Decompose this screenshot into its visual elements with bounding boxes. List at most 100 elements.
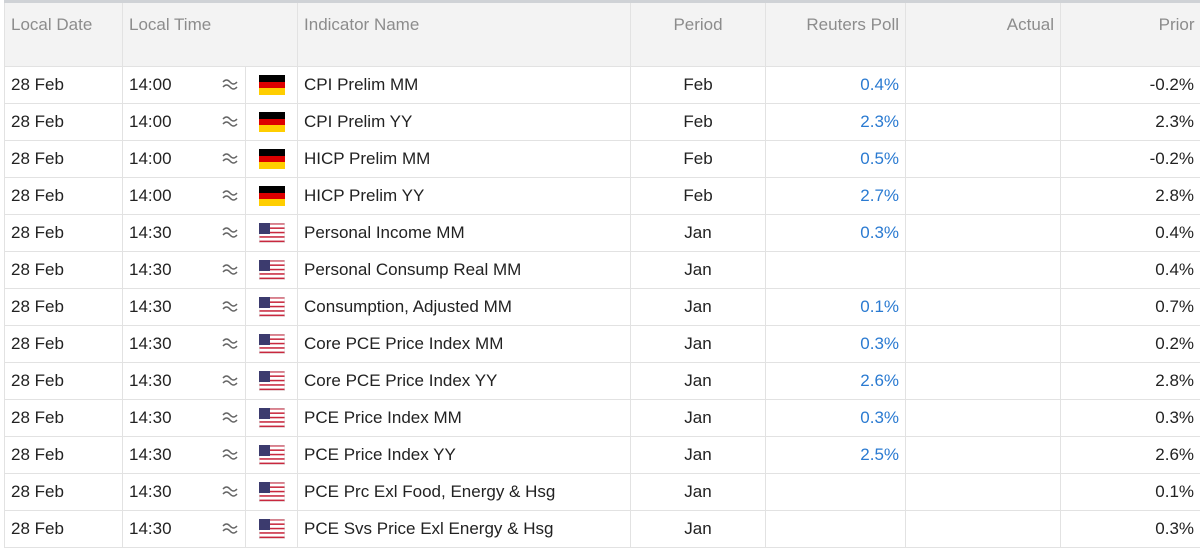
approx-icon (222, 190, 238, 201)
table-row[interactable]: 28 Feb 14:30 PCE Price Index YY Jan 2.5% 2.6% (4, 436, 1200, 474)
table-row[interactable]: 28 Feb 14:30 Core PCE Price Index YY Jan 2.6… (4, 362, 1200, 400)
date-cell: 28 Feb (4, 436, 123, 474)
table-row[interactable]: 28 Feb 14:30 Core PCE Price Index MM Jan 0.3… (4, 325, 1200, 363)
date-cell: 28 Feb (4, 399, 123, 437)
approx-icon (222, 227, 238, 238)
table-row[interactable]: 28 Feb 14:30 PCE Svs Price Exl Energy & Hs… (4, 510, 1200, 548)
time-text: 14:00 (129, 75, 172, 94)
flag-us (258, 445, 285, 465)
period-cell: Jan (630, 325, 767, 363)
period-cell: Jan (630, 288, 767, 326)
time-text: 14:00 (129, 149, 172, 168)
indicator-cell: HICP Prelim YY (297, 177, 632, 215)
flag-cell (244, 214, 299, 252)
table-row[interactable]: 28 Feb 14:00 CPI Prelim YY Feb 2.3% 2.3% (4, 103, 1200, 141)
flag-cell (244, 251, 299, 289)
approx-icon (222, 116, 238, 127)
time-text: 14:30 (129, 482, 172, 501)
poll-cell: 2.6% (765, 362, 907, 400)
indicator-cell: PCE Price Index MM (297, 399, 632, 437)
actual-cell (905, 214, 1062, 252)
prior-cell: -0.2% (1060, 66, 1200, 104)
actual-cell (905, 177, 1062, 215)
approx-icon (222, 523, 238, 534)
date-cell: 28 Feb (4, 288, 123, 326)
poll-cell: 0.3% (765, 399, 907, 437)
table-row[interactable]: 28 Feb 14:00 HICP Prelim MM Feb 0.5% -0.2% (4, 140, 1200, 178)
poll-cell (765, 510, 907, 548)
header-cell[interactable]: Local Time (121, 0, 298, 67)
time-cell: 14:30 (122, 251, 246, 289)
header-cell[interactable]: Indicator Name (297, 0, 631, 67)
period-cell: Jan (630, 473, 767, 511)
flag-cell (244, 436, 299, 474)
date-cell: 28 Feb (4, 66, 123, 104)
table-row[interactable]: 28 Feb 14:30 Personal Consump Real MM Jan 0.… (4, 251, 1200, 289)
date-cell: 28 Feb (4, 214, 123, 252)
poll-cell: 2.7% (765, 177, 907, 215)
indicator-cell: Personal Consump Real MM (297, 251, 632, 289)
time-cell: 14:00 (122, 103, 246, 141)
header-cell[interactable]: Period (630, 0, 766, 67)
header-cell[interactable]: Prior (1060, 0, 1200, 67)
flag-cell (244, 362, 299, 400)
flag-cell (244, 510, 299, 548)
poll-cell: 0.4% (765, 66, 907, 104)
flag-us (258, 223, 285, 243)
date-cell: 28 Feb (4, 140, 123, 178)
flag-cell (244, 325, 299, 363)
indicator-cell: Core PCE Price Index YY (297, 362, 632, 400)
table-row[interactable]: 28 Feb 14:30 PCE Price Index MM Jan 0.3% 0.3% (4, 399, 1200, 437)
actual-cell (905, 288, 1062, 326)
period-cell: Jan (630, 436, 767, 474)
flag-cell (244, 66, 299, 104)
prior-cell: 0.4% (1060, 251, 1200, 289)
header-cell[interactable]: Local Date (4, 0, 123, 67)
time-text: 14:30 (129, 223, 172, 242)
prior-cell: 0.4% (1060, 214, 1200, 252)
approx-icon (222, 301, 238, 312)
approx-icon (222, 486, 238, 497)
approx-icon (222, 153, 238, 164)
poll-cell (765, 251, 907, 289)
approx-icon (222, 375, 238, 386)
table-row[interactable]: 28 Feb 14:30 Consumption, Adjusted MM Jan 0.… (4, 288, 1200, 326)
actual-cell (905, 325, 1062, 363)
flag-cell (244, 103, 299, 141)
actual-cell (905, 510, 1062, 548)
time-cell: 14:30 (122, 436, 246, 474)
table-row[interactable]: 28 Feb 14:30 PCE Prc Exl Food, Energy & Hs… (4, 473, 1200, 511)
prior-cell: 0.3% (1060, 510, 1200, 548)
poll-cell (765, 473, 907, 511)
actual-cell (905, 399, 1062, 437)
time-cell: 14:30 (122, 473, 246, 511)
indicator-cell: PCE Svs Price Exl Energy & Hsg (297, 510, 632, 548)
time-text: 14:30 (129, 297, 172, 316)
table-row[interactable]: 28 Feb 14:00 HICP Prelim YY Feb 2.7% 2.8% (4, 177, 1200, 215)
time-cell: 14:00 (122, 66, 246, 104)
flag-us (258, 482, 285, 502)
actual-cell (905, 251, 1062, 289)
prior-cell: 2.3% (1060, 103, 1200, 141)
header-cell[interactable]: Reuters Poll (765, 0, 906, 67)
period-cell: Feb (630, 103, 767, 141)
table-row[interactable]: 28 Feb 14:00 CPI Prelim MM Feb 0.4% -0.2% (4, 66, 1200, 104)
date-cell: 28 Feb (4, 473, 123, 511)
flag-cell (244, 140, 299, 178)
prior-cell: 0.7% (1060, 288, 1200, 326)
time-cell: 14:00 (122, 177, 246, 215)
time-cell: 14:30 (122, 510, 246, 548)
approx-icon (222, 79, 238, 90)
table-row[interactable]: 28 Feb 14:30 Personal Income MM Jan 0.3% 0.4% (4, 214, 1200, 252)
flag-us (258, 334, 285, 354)
poll-cell: 0.1% (765, 288, 907, 326)
header-cell[interactable]: Actual (905, 0, 1061, 67)
actual-cell (905, 66, 1062, 104)
indicator-cell: CPI Prelim YY (297, 103, 632, 141)
poll-cell: 0.3% (765, 325, 907, 363)
period-cell: Jan (630, 510, 767, 548)
actual-cell (905, 140, 1062, 178)
period-cell: Feb (630, 140, 767, 178)
indicator-cell: Personal Income MM (297, 214, 632, 252)
